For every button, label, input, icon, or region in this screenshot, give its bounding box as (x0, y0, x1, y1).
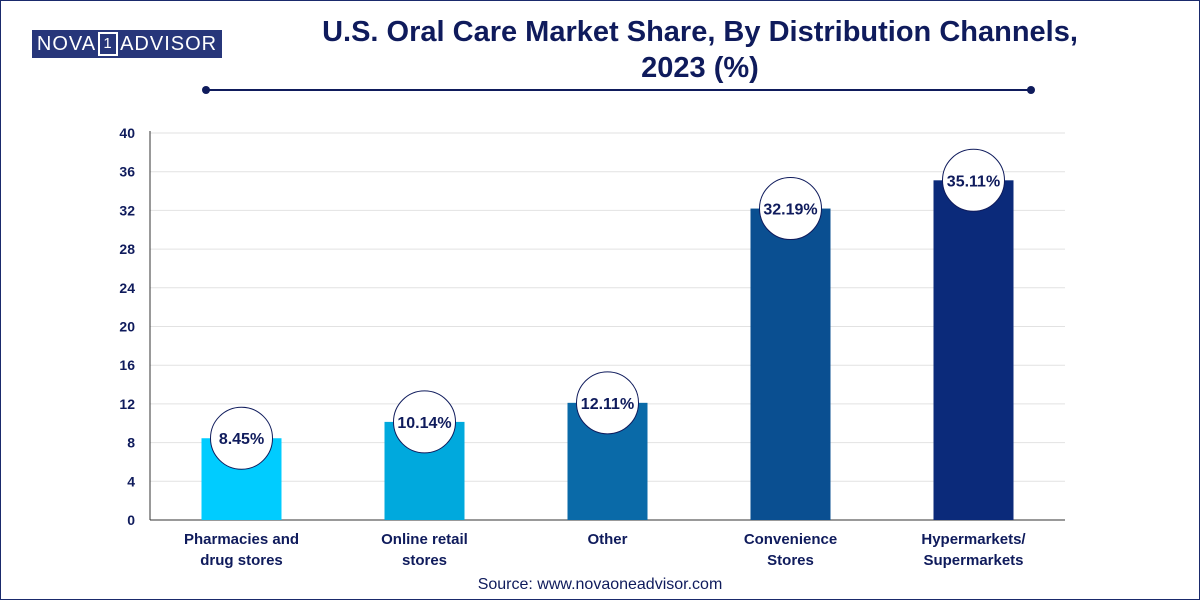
y-tick-label: 24 (119, 280, 135, 296)
brand-logo: NOVA 1 ADVISOR (32, 30, 222, 58)
y-tick-label: 40 (119, 125, 135, 141)
y-tick-label: 36 (119, 164, 135, 180)
x-tick-label: Convenience (744, 531, 837, 548)
value-label-bubble (393, 390, 456, 454)
value-label-bubble (942, 148, 1005, 212)
title-underline-left-dot (202, 86, 210, 94)
chart-title-line-1: U.S. Oral Care Market Share, By Distribu… (322, 16, 1078, 48)
title-underline (206, 89, 1030, 91)
x-tick-label: Online retail (381, 531, 468, 548)
x-tick-label: drug stores (200, 552, 283, 569)
bar (933, 180, 1014, 521)
x-tick-label: Pharmacies and (184, 531, 299, 548)
x-tick-label: Stores (767, 552, 814, 569)
y-tick-label: 8 (127, 435, 135, 451)
value-label: 35.11% (947, 173, 1000, 190)
brand-logo-left: NOVA (36, 32, 97, 55)
chart-title: U.S. Oral Care Market Share, By Distribu… (250, 14, 1150, 86)
y-tick-label: 12 (119, 396, 135, 412)
y-tick-label: 16 (119, 357, 135, 373)
x-tick-label: Other (587, 531, 627, 548)
y-tick-label: 0 (127, 512, 135, 528)
y-tick-label: 28 (119, 241, 135, 257)
value-label-bubble (759, 177, 822, 241)
value-label-bubble (576, 371, 639, 435)
chart-title-line-2: 2023 (%) (641, 52, 759, 84)
x-tick-label: stores (402, 552, 447, 569)
value-label: 8.45% (219, 431, 264, 448)
y-tick-label: 32 (119, 202, 135, 218)
bar (750, 208, 831, 520)
brand-logo-right: ADVISOR (120, 32, 218, 55)
value-label: 12.11% (581, 396, 634, 413)
y-tick-label: 20 (119, 319, 135, 335)
source-note: Source: www.novaoneadvisor.com (477, 576, 723, 593)
x-tick-label: Hypermarkets/ (921, 531, 1026, 548)
x-tick-label: Supermarkets (923, 552, 1023, 569)
value-label-bubble (210, 406, 273, 470)
title-underline-right-dot (1027, 86, 1035, 94)
value-label: 10.14% (397, 415, 451, 432)
value-label: 32.19% (763, 202, 817, 219)
y-tick-label: 4 (127, 473, 135, 489)
brand-logo-mark: 1 (98, 32, 119, 56)
